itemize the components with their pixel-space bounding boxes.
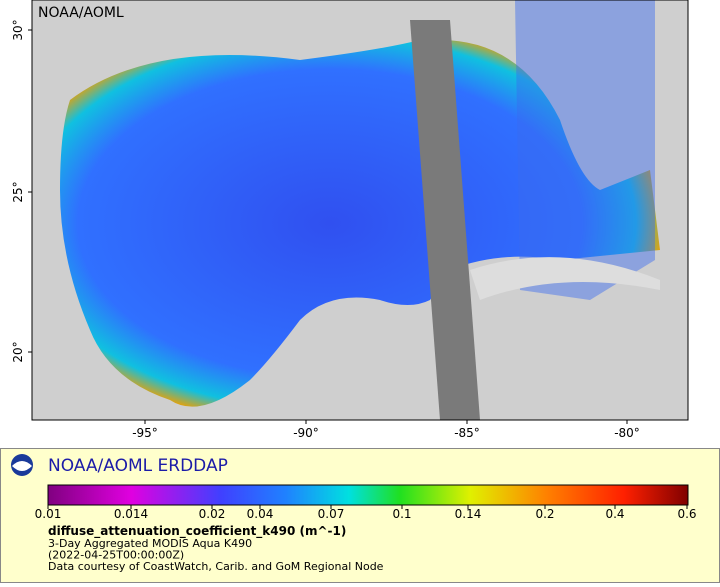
colorbar-label: 0.6 bbox=[677, 507, 696, 521]
colorbar-label: 0.1 bbox=[392, 507, 411, 521]
map: NOAA/AOML bbox=[31, 0, 689, 421]
axes: 30° 25° 20° -95° -90° -85° -80° bbox=[11, 19, 640, 440]
legend-title: NOAA/AOML ERDDAP bbox=[48, 456, 228, 476]
legend-panel: NOAA/AOML ERDDAP 0.01 0.014 0.02 0.04 0.07 0.… bbox=[0, 448, 720, 583]
map-frame bbox=[31, 0, 689, 421]
colorbar-label: 0.2 bbox=[535, 507, 554, 521]
colorbar-label: 0.4 bbox=[605, 507, 624, 521]
cuba bbox=[470, 257, 660, 300]
lon-label: -90° bbox=[293, 426, 319, 440]
legend-line: Data courtesy of CoastWatch, Carib. and … bbox=[48, 560, 384, 573]
atlantic-swath bbox=[515, 0, 655, 300]
colorbar-label: 0.04 bbox=[247, 507, 274, 521]
lon-label: -80° bbox=[614, 426, 640, 440]
colorbar-label: 0.14 bbox=[455, 507, 482, 521]
lon-label: -85° bbox=[454, 426, 480, 440]
colorbar-label: 0.07 bbox=[318, 507, 345, 521]
colorbar-label: 0.014 bbox=[114, 507, 148, 521]
lat-label: 20° bbox=[11, 341, 25, 362]
gulf-water bbox=[60, 40, 660, 407]
legend-lines: 3-Day Aggregated MODIS Aqua K490(2022-04… bbox=[48, 537, 384, 573]
legend-box bbox=[0, 448, 720, 583]
lat-label: 25° bbox=[11, 181, 25, 202]
lat-label: 30° bbox=[11, 19, 25, 40]
colorbar-label: 0.01 bbox=[35, 507, 62, 521]
variable-name: diffuse_attenuation_coefficient_k490 (m^… bbox=[48, 524, 346, 539]
legend-line: 3-Day Aggregated MODIS Aqua K490 bbox=[48, 537, 252, 550]
lon-label: -95° bbox=[132, 426, 158, 440]
colorbar-labels: 0.01 0.014 0.02 0.04 0.07 0.1 0.14 0.2 0.4 0.6 bbox=[35, 505, 697, 521]
colorbar bbox=[47, 484, 689, 506]
legend-line: (2022-04-25T00:00:00Z) bbox=[48, 549, 184, 562]
data-gap bbox=[410, 20, 480, 420]
noaa-logo-bird bbox=[12, 461, 32, 471]
colorbar-label: 0.02 bbox=[199, 507, 226, 521]
map-label: NOAA/AOML bbox=[38, 5, 124, 21]
